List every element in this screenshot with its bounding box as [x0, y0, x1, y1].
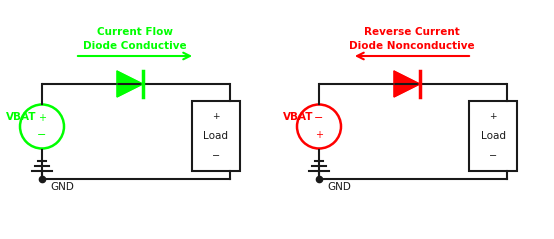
Text: Load: Load	[203, 131, 228, 141]
Text: GND: GND	[50, 182, 74, 192]
Text: Diode Conductive: Diode Conductive	[83, 41, 187, 51]
Text: VBAT: VBAT	[283, 112, 313, 121]
Text: Diode Nonconductive: Diode Nonconductive	[349, 41, 475, 51]
Text: VBAT: VBAT	[6, 112, 36, 121]
Text: Load: Load	[480, 131, 505, 141]
Text: Reverse Current: Reverse Current	[364, 27, 460, 37]
Text: −: −	[489, 151, 497, 161]
Text: −: −	[37, 130, 47, 140]
Text: +: +	[315, 130, 323, 140]
Text: +: +	[38, 113, 46, 123]
Text: +: +	[489, 112, 497, 121]
Bar	[192, 101, 240, 171]
Text: +: +	[212, 112, 220, 121]
Polygon shape	[394, 71, 420, 97]
Polygon shape	[117, 71, 143, 97]
Text: Current Flow: Current Flow	[97, 27, 173, 37]
Text: −: −	[314, 113, 324, 123]
Text: −: −	[212, 151, 220, 161]
Text: GND: GND	[327, 182, 351, 192]
Bar	[469, 101, 517, 171]
